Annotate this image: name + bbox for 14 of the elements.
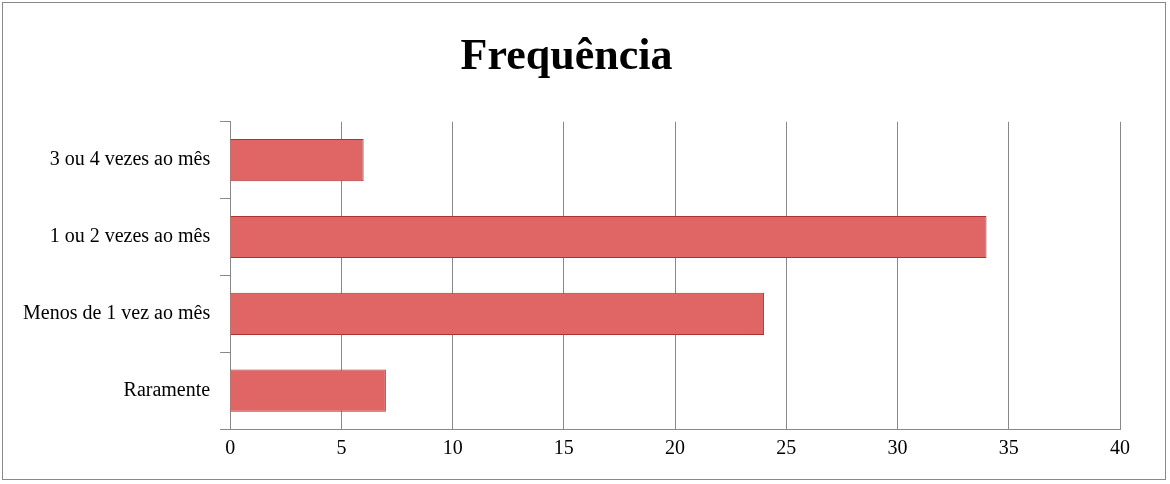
x-tick-label: 10	[442, 436, 463, 459]
x-tick-label: 20	[665, 436, 686, 459]
y-tick-label: Menos de 1 vez ao mês	[23, 301, 211, 324]
x-tick-label: 5	[336, 436, 347, 459]
x-tick-label: 15	[553, 436, 574, 459]
y-tick-label: 1 ou 2 vezes ao mês	[49, 224, 211, 247]
chart-title: Frequência	[460, 29, 673, 79]
x-tick-label: 25	[776, 436, 797, 459]
x-tick-label: 40	[1110, 436, 1130, 459]
y-tick-label: Raramente	[123, 377, 211, 400]
x-tick-label: 0	[225, 436, 236, 459]
y-tick-label: 3 ou 4 vezes ao mês	[49, 147, 211, 170]
x-tick-label: 30	[887, 436, 908, 459]
x-tick-label: 35	[998, 436, 1019, 459]
